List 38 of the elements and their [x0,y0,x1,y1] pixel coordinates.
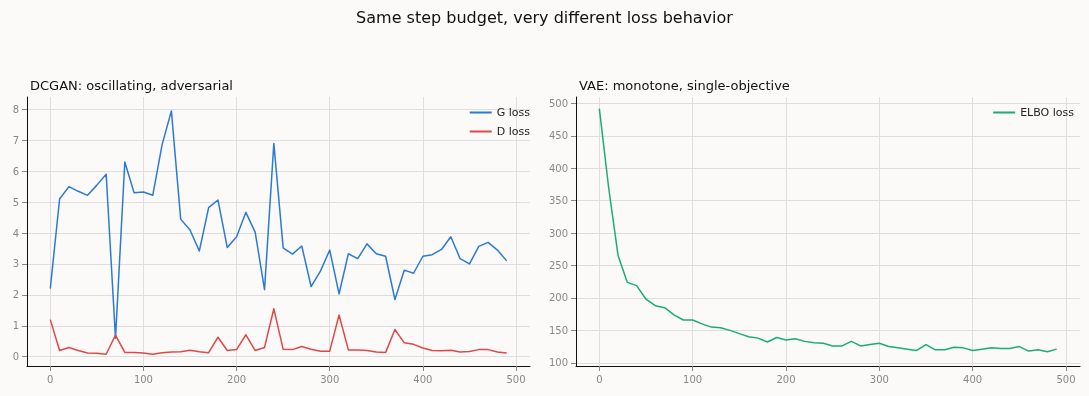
x-tick-label: 500 [1056,373,1076,385]
y-tick-label: 400 [548,162,568,174]
x-tick-label: 400 [963,373,983,385]
y-tick-label: 6 [12,165,19,177]
text: Same step budget, very different loss behavior [355,8,734,27]
x-tick-label: 400 [413,373,433,385]
x-tick-label: 500 [506,373,526,385]
y-tick-label: 2 [12,289,19,301]
y-tick-label: 7 [12,134,19,146]
y-tick-label: 8 [12,103,19,115]
x-tick-label: 0 [596,373,603,385]
y-tick-label: 500 [548,97,568,109]
y-tick-label: 1 [12,320,19,332]
x-tick-label: 100 [133,373,153,385]
y-tick-label: 5 [12,196,19,208]
legend-label: ELBO loss [1020,106,1075,119]
y-tick-label: 3 [12,258,19,270]
line-series [49,308,508,355]
y-tick-label: 100 [548,357,568,369]
legend-label: D loss [496,125,531,138]
x-tick-label: 200 [227,373,247,385]
x-tick-label: 0 [47,373,54,385]
y-tick-label: 450 [548,130,568,142]
y-tick-label: 250 [548,260,568,272]
chart-title: DCGAN: oscillating, adversarial [30,78,233,93]
x-tick-label: 100 [683,373,703,385]
y-tick-label: 0 [12,351,19,363]
x-tick-label: 300 [320,373,340,385]
y-tick-label: 4 [12,227,19,239]
y-tick-label: 350 [548,195,568,207]
y-tick-label: 300 [548,227,568,239]
y-tick-label: 150 [548,324,568,336]
legend-label: G loss [496,106,531,119]
line-series [49,110,508,339]
x-tick-label: 200 [776,373,796,385]
x-tick-label: 300 [869,373,889,385]
y-tick-label: 200 [548,292,568,304]
chart-title: VAE: monotone, single-objective [579,78,790,93]
